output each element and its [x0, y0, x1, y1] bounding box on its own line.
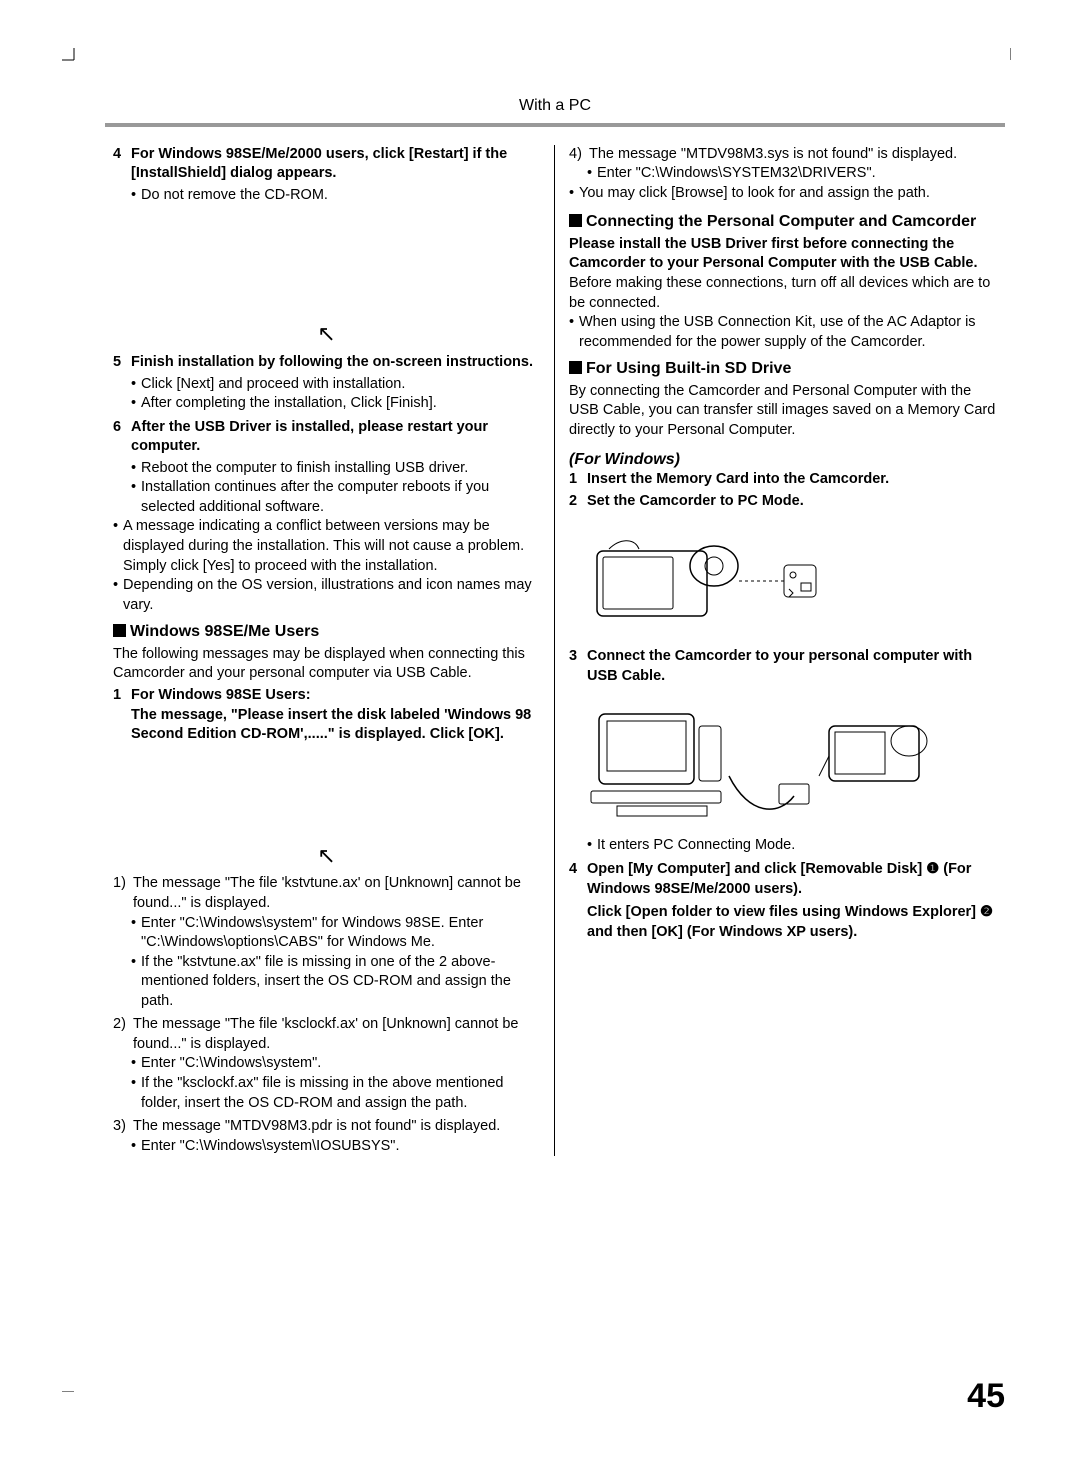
bullet: •Click [Next] and proceed with installat… — [113, 375, 540, 395]
square-bullet-icon — [113, 624, 126, 637]
step-title: After the USB Driver is installed, pleas… — [131, 418, 540, 457]
step-5: 5 Finish installation by following the o… — [113, 353, 540, 373]
sub-num: 1) — [113, 874, 133, 913]
sd-heading: For Using Built-in SD Drive — [569, 358, 997, 380]
msg-text: The message "The file 'ksclockf.ax' on [… — [133, 1015, 540, 1054]
step-num: 4 — [113, 145, 129, 184]
conn-p1: Before making these connections, turn of… — [569, 274, 997, 313]
conn-bold: Please install the USB Driver first befo… — [569, 235, 997, 274]
heading-text: Connecting the Personal Computer and Cam… — [586, 213, 976, 230]
connection-illustration — [579, 696, 939, 826]
bullet-text: Enter "C:\Windows\SYSTEM32\DRIVERS". — [597, 164, 876, 184]
step-6: 6 After the USB Driver is installed, ple… — [113, 418, 540, 457]
sd-step-2: 2 Set the Camcorder to PC Mode. — [569, 492, 997, 512]
step-title: Connect the Camcorder to your personal c… — [587, 647, 997, 686]
step-title: For Windows 98SE/Me/2000 users, click [R… — [131, 145, 540, 184]
sd-step-4: 4 Open [My Computer] and click [Removabl… — [569, 860, 997, 899]
header-rule — [105, 123, 1005, 127]
sub-num: 4) — [569, 145, 589, 165]
page-number: 45 — [967, 1374, 1005, 1420]
step-title: For Windows 98SE Users: The message, "Pl… — [131, 686, 540, 745]
page-header: With a PC — [105, 95, 1005, 117]
step-num: 2 — [569, 492, 585, 512]
sub-num: 3) — [113, 1117, 133, 1137]
step-title: Open [My Computer] and click [Removable … — [587, 860, 997, 899]
bullet-text: When using the USB Connection Kit, use o… — [579, 313, 997, 352]
for-windows-heading: (For Windows) — [569, 449, 997, 471]
sd-step-1: 1 Insert the Memory Card into the Camcor… — [569, 470, 997, 490]
left-column: 4 For Windows 98SE/Me/2000 users, click … — [105, 145, 555, 1157]
win98-step-1: 1 For Windows 98SE Users: The message, "… — [113, 686, 540, 745]
bullet: •Enter "C:\Windows\SYSTEM32\DRIVERS". — [569, 164, 997, 184]
heading-text: For Using Built-in SD Drive — [586, 360, 791, 377]
bullet: •If the "kstvtune.ax" file is missing in… — [113, 953, 540, 1012]
bullet: •After completing the installation, Clic… — [113, 394, 540, 414]
msg-text: The message "The file 'kstvtune.ax' on [… — [133, 874, 540, 913]
msg-3: 3)The message "MTDV98M3.pdr is not found… — [113, 1117, 540, 1137]
bullet-text: Reboot the computer to finish installing… — [141, 459, 468, 479]
step-num: 5 — [113, 353, 129, 373]
sd-step-3: 3 Connect the Camcorder to your personal… — [569, 647, 997, 686]
bullet-text: After completing the installation, Click… — [141, 394, 437, 414]
bullet-text: Enter "C:\Windows\system". — [141, 1054, 321, 1074]
note-text: A message indicating a conflict between … — [123, 517, 540, 576]
heading-text: Windows 98SE/Me Users — [130, 623, 319, 640]
step-num: 4 — [569, 860, 585, 899]
note: •You may click [Browse] to look for and … — [569, 184, 997, 204]
step-num: 3 — [569, 647, 585, 686]
right-column: 4)The message "MTDV98M3.sys is not found… — [555, 145, 1005, 1157]
bullet-text: Click [Next] and proceed with installati… — [141, 375, 405, 395]
step-title: Set the Camcorder to PC Mode. — [587, 492, 804, 512]
bullet: •Enter "C:\Windows\system\IOSUBSYS". — [113, 1137, 540, 1157]
crop-mark-tl — [62, 48, 80, 66]
camcorder-illustration — [579, 521, 819, 631]
sub-num: 2) — [113, 1015, 133, 1054]
bullet-text: Enter "C:\Windows\system" for Windows 98… — [141, 914, 540, 953]
bullet: •If the "ksclockf.ax" file is missing in… — [113, 1074, 540, 1113]
crop-mark-bl — [62, 1391, 74, 1403]
bullet: •Enter "C:\Windows\system" for Windows 9… — [113, 914, 540, 953]
bullet-text: Enter "C:\Windows\system\IOSUBSYS". — [141, 1137, 399, 1157]
square-bullet-icon — [569, 361, 582, 374]
bullet: •When using the USB Connection Kit, use … — [569, 313, 997, 352]
content-columns: 4 For Windows 98SE/Me/2000 users, click … — [105, 145, 1005, 1157]
note: •Depending on the OS version, illustrati… — [113, 576, 540, 615]
bullet: •Reboot the computer to finish installin… — [113, 459, 540, 479]
bullet-text: If the "ksclockf.ax" file is missing in … — [141, 1074, 540, 1113]
sd-p1: By connecting the Camcorder and Personal… — [569, 382, 997, 441]
msg-4: 4)The message "MTDV98M3.sys is not found… — [569, 145, 997, 165]
bullet: • Do not remove the CD-ROM. — [113, 186, 540, 206]
dialog-placeholder-1 — [113, 205, 540, 315]
step-num: 1 — [569, 470, 585, 490]
note-text: Depending on the OS version, illustratio… — [123, 576, 540, 615]
bullet: •Enter "C:\Windows\system". — [113, 1054, 540, 1074]
msg-2: 2)The message "The file 'ksclockf.ax' on… — [113, 1015, 540, 1054]
step-num: 1 — [113, 686, 129, 745]
cursor-icon: ↖ — [113, 841, 540, 871]
note-text: You may click [Browse] to look for and a… — [579, 184, 930, 204]
win98-heading: Windows 98SE/Me Users — [113, 621, 540, 643]
connecting-heading: Connecting the Personal Computer and Cam… — [569, 211, 997, 233]
msg-text: The message "MTDV98M3.sys is not found" … — [589, 145, 957, 165]
bullet: •It enters PC Connecting Mode. — [569, 836, 997, 856]
bullet-text: Installation continues after the compute… — [141, 478, 540, 517]
dialog-placeholder-2 — [113, 747, 540, 837]
square-bullet-icon — [569, 214, 582, 227]
step-title: Insert the Memory Card into the Camcorde… — [587, 470, 889, 490]
bullet-dot: • — [131, 186, 141, 206]
crop-mark-tr — [1010, 48, 1022, 60]
step-num: 6 — [113, 418, 129, 457]
bullet-text: Do not remove the CD-ROM. — [141, 186, 328, 206]
cursor-icon: ↖ — [113, 319, 540, 349]
sd-step-4b: Click [Open folder to view files using W… — [569, 903, 997, 942]
msg-1: 1)The message "The file 'kstvtune.ax' on… — [113, 874, 540, 913]
bullet-text: It enters PC Connecting Mode. — [597, 836, 795, 856]
win98-intro: The following messages may be displayed … — [113, 645, 540, 684]
msg-text: The message "MTDV98M3.pdr is not found" … — [133, 1117, 500, 1137]
step-4: 4 For Windows 98SE/Me/2000 users, click … — [113, 145, 540, 184]
note: •A message indicating a conflict between… — [113, 517, 540, 576]
bullet: •Installation continues after the comput… — [113, 478, 540, 517]
step-title: Finish installation by following the on-… — [131, 353, 533, 373]
bullet-text: If the "kstvtune.ax" file is missing in … — [141, 953, 540, 1012]
